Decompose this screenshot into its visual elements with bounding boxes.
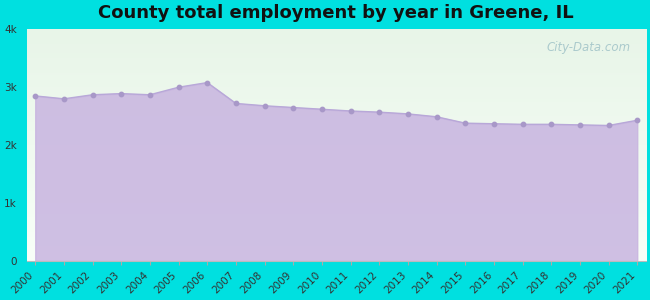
Title: County total employment by year in Greene, IL: County total employment by year in Green…: [98, 4, 574, 22]
Point: [317, 107, 327, 112]
Point: [202, 80, 213, 85]
Point: [231, 101, 241, 106]
Point: [30, 94, 40, 98]
Point: [174, 85, 184, 90]
Point: [259, 103, 270, 108]
Point: [432, 114, 442, 119]
Point: [489, 121, 499, 126]
Point: [575, 122, 585, 127]
Text: City-Data.com: City-Data.com: [546, 41, 630, 54]
Point: [87, 92, 98, 97]
Point: [460, 121, 471, 126]
Point: [546, 122, 556, 127]
Point: [345, 109, 356, 113]
Point: [603, 123, 614, 128]
Point: [374, 110, 384, 115]
Point: [403, 112, 413, 116]
Point: [116, 91, 127, 96]
Point: [145, 92, 155, 97]
Point: [58, 96, 69, 101]
Point: [632, 118, 642, 123]
Point: [288, 105, 298, 110]
Point: [517, 122, 528, 127]
